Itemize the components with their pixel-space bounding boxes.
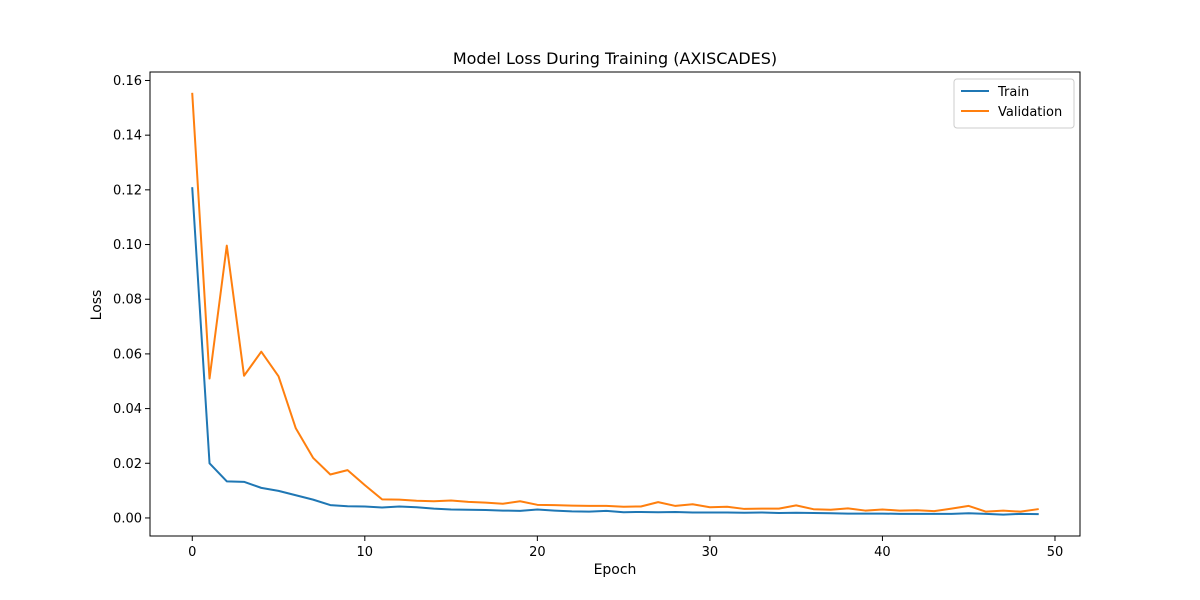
y-tick-label: 0.08 <box>113 293 142 308</box>
x-axis-label: Epoch <box>594 562 637 578</box>
plot-frame <box>149 71 1081 537</box>
chart-title: Model Loss During Training (AXISCADES) <box>453 49 777 68</box>
y-tick-label: 0.06 <box>113 347 142 362</box>
y-axis-label: Loss <box>89 290 105 321</box>
series-line-train <box>191 187 1039 516</box>
y-tick-label: 0.14 <box>113 129 142 144</box>
y-tick-label: 0.04 <box>113 402 142 417</box>
y-tick-label: 0.16 <box>113 74 142 89</box>
x-tick-label: 30 <box>702 545 719 560</box>
x-tick-label: 50 <box>1047 545 1064 560</box>
plot-area <box>191 92 1039 516</box>
axis-ticks: 0 10 20 30 40 50 0.00 0.02 0.04 0.06 0.08 0.10 0.12 0… <box>113 74 1063 560</box>
series-line-validation <box>191 92 1039 513</box>
legend-label-validation: Validation <box>998 105 1062 120</box>
x-tick-label: 0 <box>188 545 196 560</box>
y-tick-label: 0.12 <box>113 183 142 198</box>
y-tick-label: 0.10 <box>113 238 142 253</box>
x-tick-label: 10 <box>357 545 374 560</box>
legend-label-train: Train <box>997 85 1029 100</box>
legend: Train Validation <box>953 78 1075 129</box>
y-tick-label: 0.02 <box>113 457 142 472</box>
x-tick-label: 20 <box>529 545 546 560</box>
y-tick-label: 0.00 <box>113 511 142 526</box>
x-tick-label: 40 <box>874 545 891 560</box>
